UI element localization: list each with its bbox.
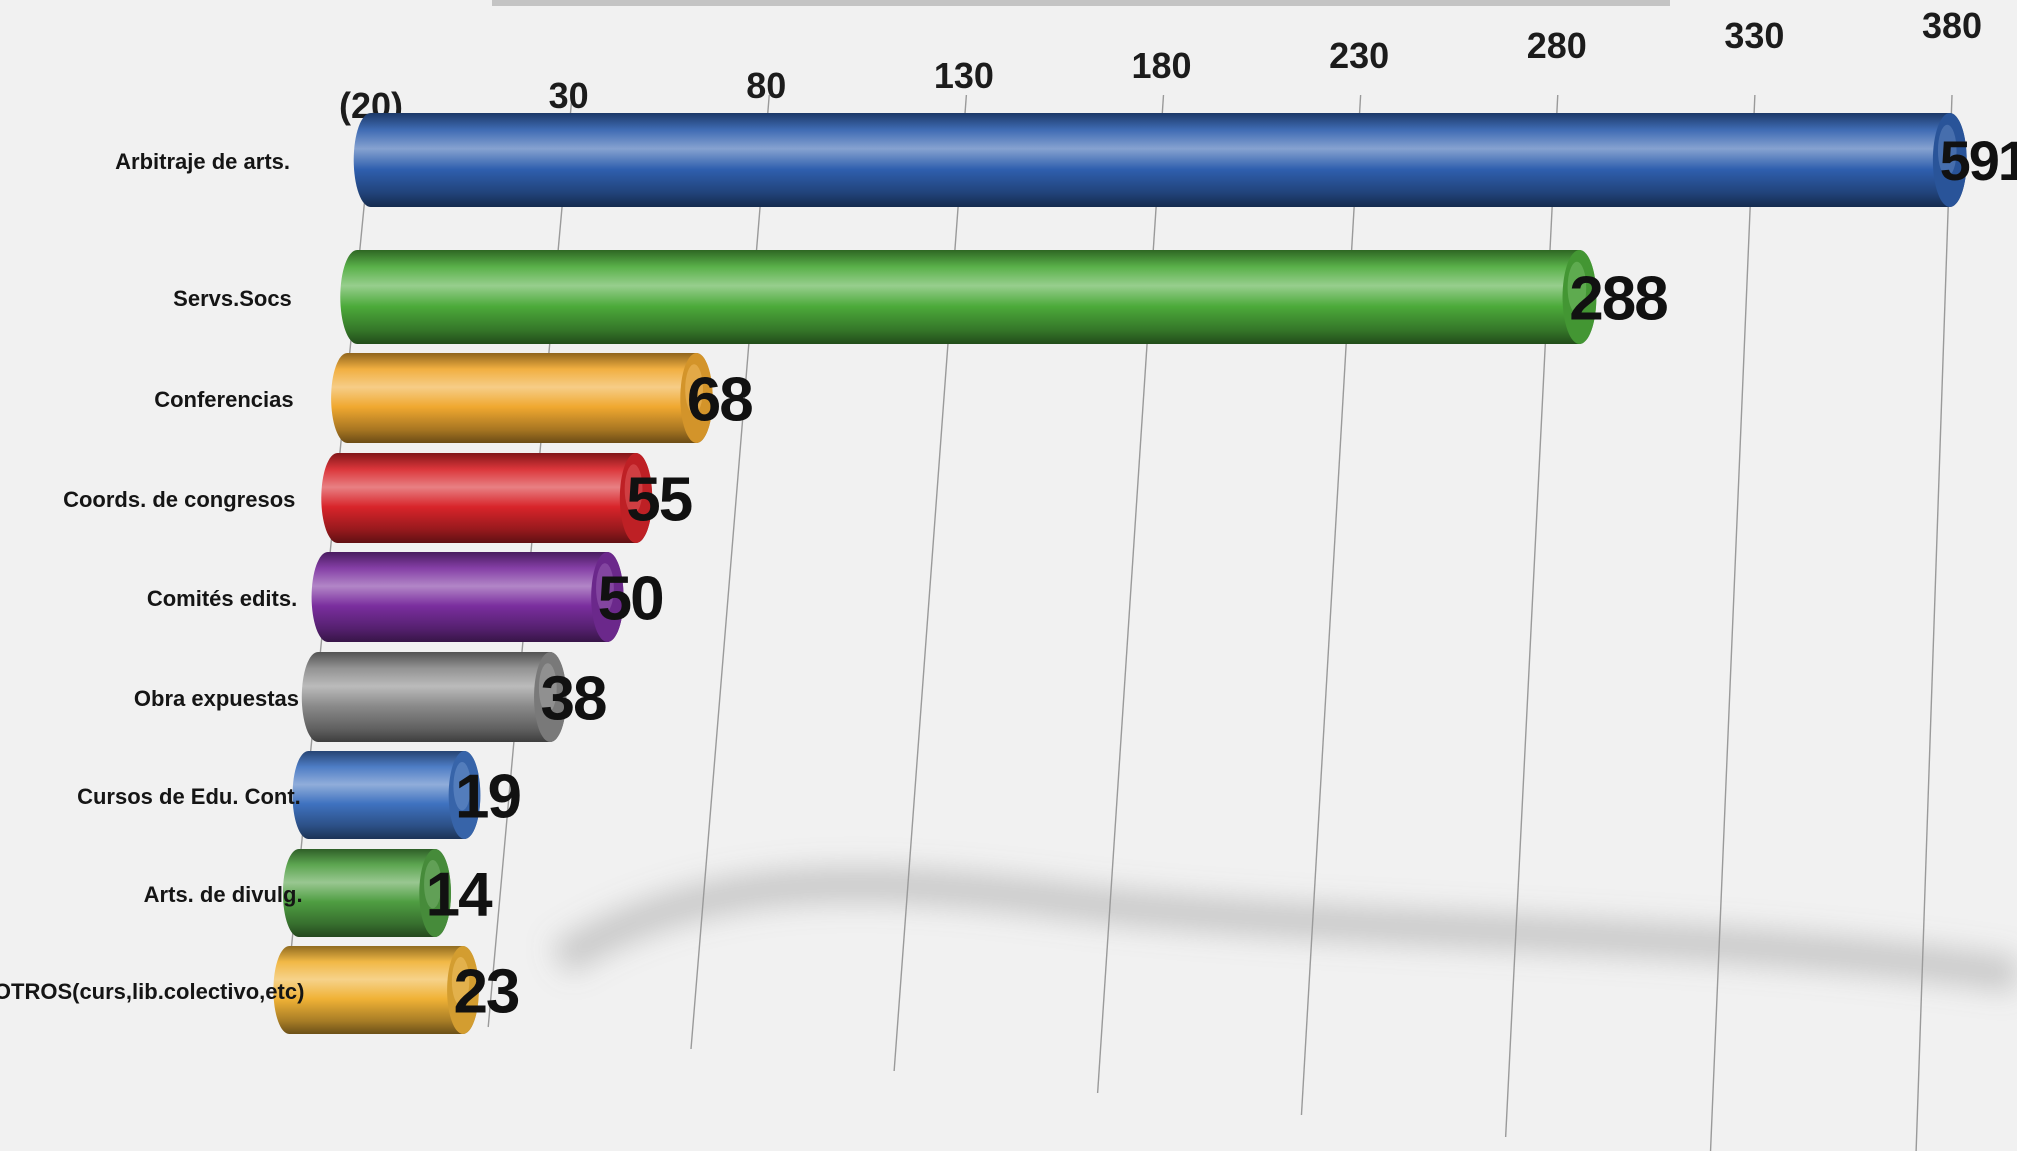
- category-label: Conferencias: [154, 387, 293, 412]
- value-label: 14: [426, 860, 493, 929]
- bar-cap-highlight: [424, 860, 442, 909]
- bar: [311, 552, 624, 642]
- category-label: Coords. de congresos: [63, 487, 295, 512]
- bar-body: [301, 652, 567, 742]
- bar-cap-highlight: [685, 364, 703, 414]
- x-tick-label: 330: [1724, 15, 1784, 56]
- category-label: Servs.Socs: [173, 286, 292, 311]
- x-tick-label: 30: [549, 75, 589, 116]
- x-tick-label: 80: [746, 65, 786, 106]
- gridline: [1709, 94, 1756, 1151]
- bar: [321, 453, 653, 543]
- category-label: Obra expuestas: [134, 686, 299, 711]
- x-tick-label: 280: [1527, 25, 1587, 66]
- x-tick-label: 230: [1329, 35, 1389, 76]
- category-label: Comités edits.: [147, 586, 297, 611]
- bar-body: [311, 552, 624, 642]
- x-tick-label: 380: [1922, 5, 1982, 46]
- gridline: [1915, 94, 1953, 1151]
- bar: [282, 849, 451, 937]
- x-tick-label: 180: [1131, 45, 1191, 86]
- bar-cap-highlight: [624, 464, 643, 514]
- bar: [301, 652, 567, 742]
- bar-cap-highlight: [1567, 261, 1587, 314]
- bar-body: [321, 453, 653, 543]
- bar: [340, 250, 1597, 344]
- value-label: 50: [598, 564, 663, 633]
- bar-body: [273, 946, 479, 1034]
- bar: [331, 353, 713, 443]
- value-labels: 591 288 68 55 50 38 19 14 23: [426, 129, 2017, 1026]
- category-label: Arts. de divulg.: [144, 882, 303, 907]
- bar: [353, 113, 1967, 207]
- category-label: OTROS(curs,lib.colectivo,etc): [0, 979, 304, 1004]
- bar-body: [353, 113, 1967, 207]
- bar-cap-highlight: [451, 957, 470, 1006]
- category-labels: Arbitraje de arts. Servs.Socs Conferencias…: [0, 149, 304, 1004]
- bar-body: [282, 849, 451, 937]
- bar-cap-highlight: [538, 663, 557, 713]
- bar: [273, 946, 479, 1034]
- value-label: 288: [1569, 264, 1667, 333]
- bar-body: [340, 250, 1597, 344]
- bar-body: [331, 353, 713, 443]
- bar-cap-highlight: [596, 563, 614, 613]
- category-label: Arbitraje de arts.: [115, 149, 290, 174]
- top-scrollbar: [492, 0, 1670, 6]
- value-label: 55: [626, 465, 691, 534]
- gridline: [1300, 94, 1362, 1116]
- gridline: [893, 94, 968, 1072]
- floor-shadow: [550, 867, 2017, 992]
- x-tick-label: 130: [934, 55, 994, 96]
- gridline: [1096, 94, 1165, 1094]
- bar: [292, 751, 481, 839]
- value-label: 23: [453, 957, 518, 1026]
- value-label: 38: [541, 664, 606, 733]
- bars-layer: [273, 113, 1967, 1034]
- value-label: 19: [455, 762, 520, 831]
- bar-cap-highlight: [453, 762, 471, 811]
- bar-cap-highlight: [1937, 124, 1957, 177]
- category-label: Cursos de Edu. Cont.: [77, 784, 301, 809]
- value-label: 68: [687, 365, 752, 434]
- value-label: 591: [1940, 129, 2017, 192]
- bar-body: [292, 751, 481, 839]
- x-axis-ticks: (20) 30 80 130 180 230 280 330 380: [339, 5, 1982, 126]
